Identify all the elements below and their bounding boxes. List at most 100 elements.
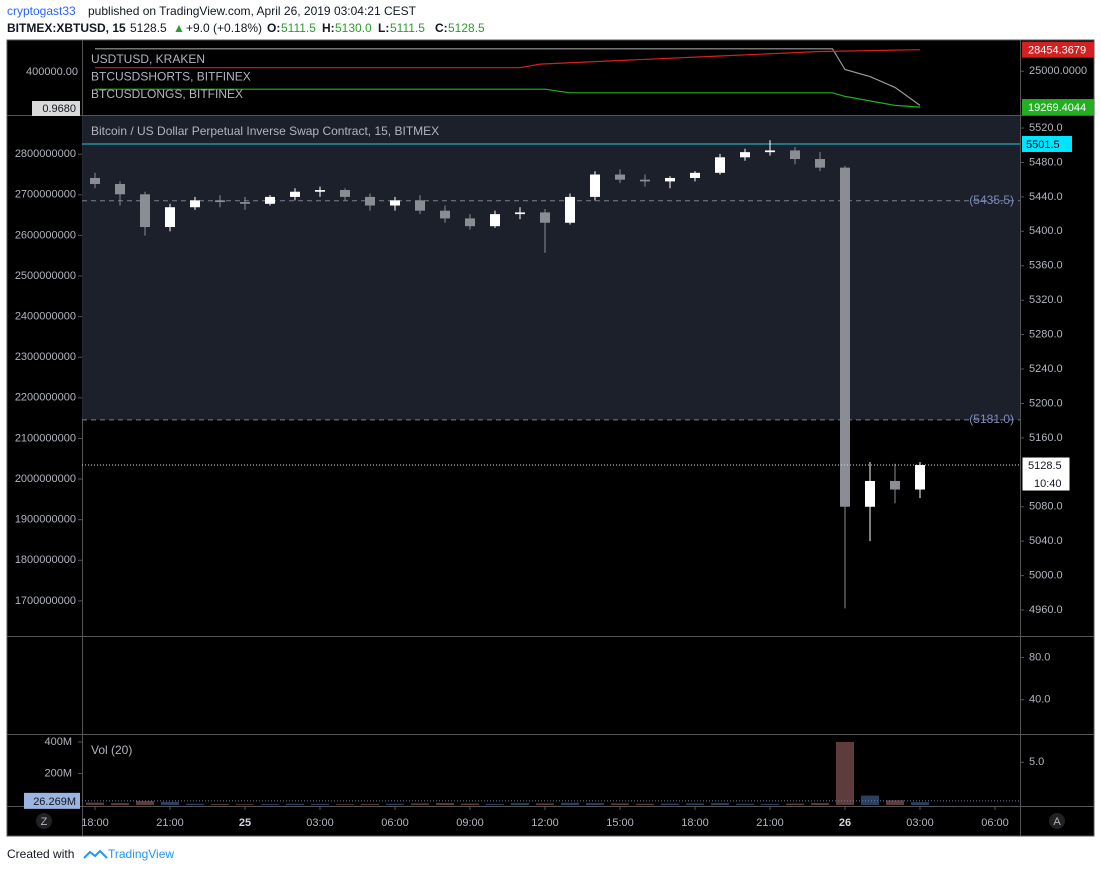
x-tick-label: 09:00 [456, 817, 484, 829]
volume-bar [811, 803, 829, 805]
open-value: 5111.5 [281, 21, 316, 35]
level-label: (5435.5) [969, 193, 1014, 207]
candle-body [740, 152, 750, 158]
high-label: H: [322, 21, 335, 35]
candle-body [815, 159, 825, 168]
candle-body [365, 196, 375, 206]
y2-tick-label: 2700000000 [15, 189, 76, 201]
candle-body [165, 207, 175, 228]
y2-tick-label: 1700000000 [15, 595, 76, 607]
end-value-box [1022, 99, 1094, 116]
legend-entry: BTCUSDSHORTS, BITFINEX [91, 70, 251, 84]
level-label: 5501.5 [1026, 139, 1060, 151]
y2-tick-label: 2300000000 [15, 351, 76, 363]
candle-body [915, 465, 925, 490]
x-tick-label: 18:00 [81, 817, 109, 829]
candle-body [290, 191, 300, 197]
candle-body [440, 210, 450, 219]
footer-created: Created with [7, 847, 74, 861]
volume-bar [311, 803, 329, 805]
x-tick-label: 25 [239, 817, 251, 829]
candle-body [215, 200, 225, 203]
volume-bar [536, 803, 554, 805]
candle-body [540, 212, 550, 223]
candle-body [340, 190, 350, 197]
last-price-box [1021, 456, 1071, 492]
candle-body [465, 218, 475, 227]
y2-tick-label: 5.0 [1029, 756, 1044, 768]
volume-bar [736, 803, 754, 805]
y-tick-label: 5360.0 [1029, 260, 1063, 272]
y2-tick-label: 2000000000 [15, 473, 76, 485]
left-value-box [32, 101, 80, 116]
candle-body [490, 214, 500, 227]
candle-body [315, 190, 325, 192]
y-tick-label: 80.0 [1029, 651, 1050, 663]
candle-body [90, 177, 100, 184]
candle-body [515, 212, 525, 215]
x-tick-label: 21:00 [756, 817, 784, 829]
footer-brand[interactable]: TradingView [108, 847, 174, 861]
candle-body [240, 202, 250, 204]
end-value-box [1022, 41, 1094, 58]
change: +9.0 (+0.18%) [186, 21, 262, 35]
chart-title: Bitcoin / US Dollar Perpetual Inverse Sw… [91, 124, 439, 138]
z-button-label[interactable]: Z [41, 816, 48, 828]
volume-bar [461, 803, 479, 805]
legend-entry: USDTUSD, KRAKEN [91, 52, 205, 66]
volume-bar [86, 802, 104, 805]
candle-body [715, 157, 725, 173]
series-line [95, 49, 921, 69]
x-tick-label: 06:00 [981, 817, 1009, 829]
volume-bar [386, 803, 404, 805]
x-tick-label: 21:00 [156, 817, 184, 829]
high-value: 5130.0 [335, 21, 372, 35]
left-axis-label: 400000.00 [26, 66, 78, 78]
level-label: (5181.0) [969, 412, 1014, 426]
volume-bar [236, 804, 254, 805]
y2-tick-label: 1900000000 [15, 514, 76, 526]
y2-tick-label: 2600000000 [15, 229, 76, 241]
volume-bar [636, 803, 654, 805]
candle-body [865, 480, 875, 507]
volume-bar [686, 803, 704, 805]
y-tick-label: 5080.0 [1029, 501, 1063, 513]
z-button[interactable] [36, 813, 52, 829]
candle-body [115, 183, 125, 195]
author[interactable]: cryptogast33 [7, 4, 76, 18]
y-tick-label: 5520.0 [1029, 122, 1063, 134]
series-line [95, 48, 921, 106]
a-button[interactable] [1049, 813, 1065, 829]
legend-entry: BTCUSDLONGS, BITFINEX [91, 87, 243, 101]
last-price-label: 5128.5 [1028, 460, 1062, 472]
volume-bar [161, 801, 179, 805]
y2-tick-label: 2800000000 [15, 148, 76, 160]
candle-body [840, 167, 850, 507]
level-label-box [1022, 135, 1072, 152]
volume-bar [286, 803, 304, 805]
volume-bar [561, 802, 579, 805]
volume-bar [486, 803, 504, 805]
candle-body [190, 200, 200, 208]
close-label: C: [435, 21, 448, 35]
y-tick-label: 400M [44, 736, 72, 748]
x-tick-label: 26 [839, 817, 851, 829]
volume-bar [511, 803, 529, 805]
current-volume-label: 26.269M [33, 796, 76, 808]
volume-bar [836, 741, 854, 805]
candle-body [615, 174, 625, 180]
volume-bar [186, 803, 204, 805]
y-tick-label: 25000.0000 [1029, 65, 1087, 77]
y-tick-label: 5000.0 [1029, 570, 1063, 582]
candle-body [765, 150, 775, 153]
a-button-label[interactable]: A [1053, 816, 1061, 828]
tradingview-logo [83, 849, 108, 859]
candle-body [140, 194, 150, 228]
x-tick-label: 12:00 [531, 817, 559, 829]
volume-bar [911, 802, 929, 805]
change-arrow: ▲ [173, 21, 185, 35]
y-tick-label: 5040.0 [1029, 535, 1063, 547]
left-value-label: 0.9680 [42, 103, 76, 115]
x-tick-label: 15:00 [606, 817, 634, 829]
